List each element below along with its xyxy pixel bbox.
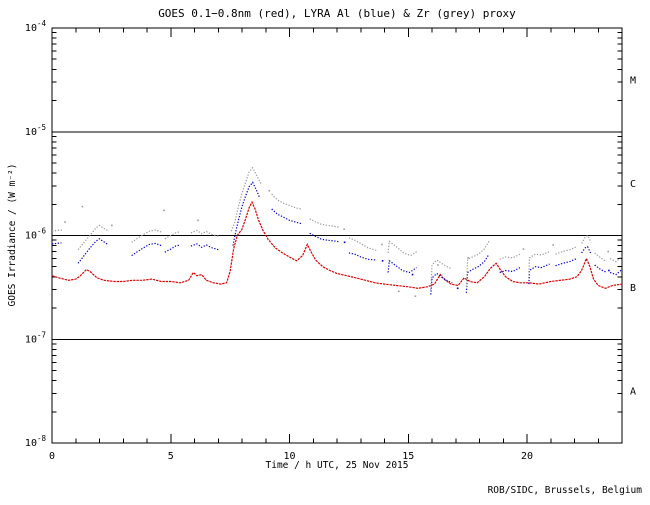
series-lyra_zr-segment [271, 193, 302, 210]
x-axis-label: Time / h UTC, 25 Nov 2015 [266, 460, 409, 471]
series-lyra_zr-outlier-point [381, 243, 383, 246]
series-lyra_zr-segment [528, 251, 550, 273]
series-lyra_zr-segment [555, 246, 578, 255]
series-lyra_al-segment [348, 252, 377, 261]
series-lyra_al-segment [594, 264, 607, 274]
series-lyra_zr-outlier-point [522, 248, 525, 250]
series-lyra_zr-segment [430, 259, 453, 290]
series-lyra_zr-segment [51, 229, 63, 232]
flare-class-label-b: B [630, 283, 636, 294]
series-lyra_al-segment [555, 257, 578, 267]
series-lyra_zr-segment [190, 229, 220, 237]
series-lyra_zr-segment [131, 229, 162, 243]
series-lyra_al-outlier-point [343, 241, 346, 244]
flare-class-label-a: A [630, 387, 636, 398]
y-axis-label: GOES Irradiance / (W m⁻²) [7, 164, 18, 307]
series-lyra_zr-outlier-point [197, 219, 199, 222]
series-lyra_al-segment [499, 267, 521, 274]
series-lyra_zr-segment [309, 218, 340, 228]
y-tick-label: 10-4 [25, 19, 47, 34]
series-lyra_al-segment [528, 263, 550, 285]
series-lyra_al-segment [77, 238, 109, 264]
series-lyra_al-segment [51, 242, 62, 245]
y-tick-label: 10-6 [25, 227, 47, 242]
series-lyra_zr-outlier-point [163, 209, 165, 212]
series-lyra_zr-segment [348, 237, 377, 251]
plot-layer: 0 5 10 15 20 10-4 10-5 10-6 10-7 10-8 M C B A [25, 19, 636, 462]
x-tick-label: 5 [168, 451, 174, 462]
series-lyra_zr-outlier-point [414, 295, 417, 297]
series-lyra_al-segment [232, 181, 261, 246]
x-tick-label: 0 [49, 451, 55, 462]
series-lyra_al-segment [465, 253, 490, 293]
series-lyra_zr-outlier-point [607, 250, 610, 253]
chart-title: GOES 0.1−0.8nm (red), LYRA Al (blue) & Z… [158, 7, 516, 20]
series-lyra_zr-segment [465, 240, 490, 287]
series-lyra_zr-segment [387, 240, 417, 257]
credit-text: ROB/SIDC, Brussels, Belgium [488, 485, 643, 496]
series-lyra_zr-outlier-point [268, 189, 271, 192]
series-lyra_al-segment [609, 269, 623, 276]
series-lyra_zr-segment [499, 253, 521, 260]
series-lyra_zr-outlier-point [437, 264, 439, 266]
series-lyra_zr-outlier-point [111, 224, 113, 227]
series-lyra_al-segment [581, 245, 592, 255]
series-lyra_al-segment [131, 242, 162, 257]
series-lyra_zr-outlier-point [467, 256, 469, 259]
series-lyra_al-segment [309, 232, 340, 243]
series-lyra_zr-segment [594, 252, 607, 263]
series-goes-segment [51, 200, 623, 289]
x-tick-label: 15 [402, 451, 414, 462]
series-lyra_zr-segment [230, 166, 262, 232]
series-lyra_al-segment [190, 243, 219, 251]
series-lyra_zr-outlier-point [343, 228, 345, 231]
series-lyra_zr-outlier-point [64, 221, 66, 223]
series-lyra_al-segment [387, 259, 417, 274]
series-lyra_al-segment [164, 244, 181, 253]
series-lyra_al-outlier-point [411, 273, 414, 276]
series-lyra_zr-outlier-point [81, 205, 84, 208]
series-lyra_zr-segment [581, 234, 592, 244]
y-tick-label: 10-7 [25, 330, 46, 345]
series-lyra_al-outlier-point [381, 260, 384, 262]
x-tick-label: 20 [521, 451, 533, 462]
series-lyra_al-segment [271, 208, 302, 225]
series-lyra_al-segment [430, 272, 453, 295]
series-lyra_zr-outlier-point [552, 244, 554, 246]
series-lyra_zr-segment [609, 255, 623, 263]
series-lyra_zr-segment [77, 224, 110, 251]
series-lyra_zr-outlier-point [397, 290, 400, 293]
x-tick-label: 10 [283, 451, 295, 462]
series-lyra_zr-segment [164, 231, 181, 240]
y-tick-label: 10-8 [25, 434, 47, 449]
series-lyra_al-outlier-point [456, 287, 459, 290]
flare-class-label-c: C [630, 179, 636, 190]
flare-class-label-m: M [630, 75, 636, 86]
y-tick-label: 10-5 [25, 123, 46, 138]
series-lyra_al-outlier-point [608, 269, 610, 272]
